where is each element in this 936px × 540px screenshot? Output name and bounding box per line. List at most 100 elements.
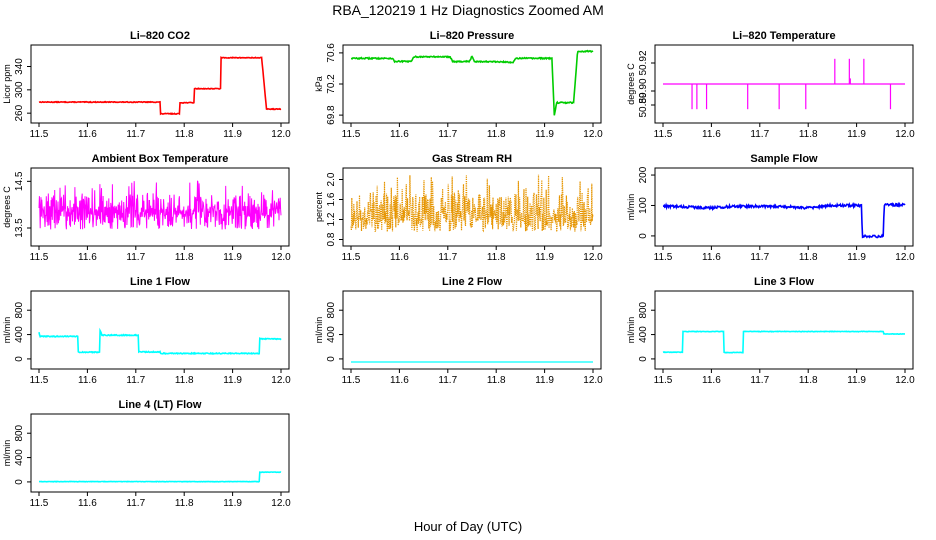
plot-frame <box>30 44 290 124</box>
x-tick-label: 11.9 <box>535 375 554 386</box>
x-tick-label: 11.6 <box>390 252 409 263</box>
y-tick-label: 50.90 <box>638 78 649 103</box>
x-tick-label: 11.8 <box>799 129 818 140</box>
line-2-flow-panel: Line 2 Flow ml/min 11.5 11.6 11.7 11.8 11.9 12.… <box>314 276 603 386</box>
x-tick-label: 11.9 <box>847 129 866 140</box>
x-tick-label: 11.9 <box>535 252 554 263</box>
plot-frame <box>30 167 290 247</box>
x-tick-label: 11.9 <box>223 498 242 509</box>
x-tick-label: 12.0 <box>583 252 603 263</box>
x-tick-label: 11.8 <box>175 498 194 509</box>
y-tick-label: 400 <box>638 326 649 343</box>
x-tick-label: 11.5 <box>30 129 49 140</box>
x-tick-label: 11.6 <box>702 129 721 140</box>
y-tick-label: 14.5 <box>14 171 25 191</box>
y-tick-label: 2.0 <box>326 172 337 186</box>
y-tick-label: 50.89 <box>638 92 649 117</box>
panel-title: Line 2 Flow <box>442 276 502 288</box>
x-tick-label: 11.7 <box>750 252 769 263</box>
x-tick-label: 12.0 <box>895 375 915 386</box>
li820-co2-panel: Li–820 CO2 Licor ppm 11.5 11.6 11.7 11.8 11.9 1… <box>2 30 291 140</box>
x-tick-label: 11.5 <box>342 129 361 140</box>
x-tick-label: 11.9 <box>535 129 554 140</box>
panel-title: Line 1 Flow <box>130 276 190 288</box>
series-line <box>662 330 905 354</box>
panel-title: Gas Stream RH <box>432 153 512 165</box>
panel-title: Line 3 Flow <box>754 276 814 288</box>
x-tick-label: 11.8 <box>175 252 194 263</box>
y-tick-label: 70.2 <box>326 74 337 94</box>
y-tick-label: 300 <box>14 81 25 98</box>
panel-title: Li–820 Temperature <box>732 30 835 42</box>
y-tick-label: 800 <box>14 424 25 441</box>
x-axis-label: Hour of Day (UTC) <box>414 519 522 534</box>
line-1-flow-panel: Line 1 Flow ml/min 11.5 11.6 11.7 11.8 11.9 12.… <box>2 276 291 386</box>
y-tick-label: 800 <box>326 301 337 318</box>
panel-title: Line 4 (LT) Flow <box>119 399 202 411</box>
x-tick-label: 11.8 <box>487 252 506 263</box>
x-tick-label: 12.0 <box>271 252 291 263</box>
x-tick-label: 11.6 <box>702 375 721 386</box>
y-tick-label: 13.5 <box>14 218 25 238</box>
x-tick-label: 11.6 <box>78 498 97 509</box>
y-tick-label: 0 <box>14 479 25 485</box>
series-line <box>350 174 594 233</box>
plot-frame <box>342 167 602 247</box>
y-axis-label: degrees C <box>2 186 12 228</box>
figure-title: RBA_120219 1 Hz Diagnostics Zoomed AM <box>332 2 604 18</box>
x-tick-label: 11.6 <box>78 129 97 140</box>
x-tick-label: 11.8 <box>799 375 818 386</box>
y-axis-label: ml/min <box>626 317 636 344</box>
y-tick-label: 800 <box>14 301 25 318</box>
y-axis-label: percent <box>314 191 324 222</box>
x-tick-label: 11.9 <box>223 129 242 140</box>
y-tick-label: 0 <box>638 356 649 362</box>
ambient-box-temperature-panel: Ambient Box Temperature degrees C 11.5 11.6… <box>2 153 291 263</box>
series-line <box>38 56 282 116</box>
x-tick-label: 11.5 <box>342 252 361 263</box>
series-line <box>351 49 594 116</box>
x-tick-label: 12.0 <box>271 375 291 386</box>
y-axis-label: ml/min <box>626 194 636 221</box>
x-tick-label: 11.9 <box>847 375 866 386</box>
x-tick-label: 11.6 <box>78 375 97 386</box>
x-tick-label: 12.0 <box>583 375 603 386</box>
x-tick-label: 11.6 <box>390 375 409 386</box>
y-tick-label: 1.2 <box>326 212 337 226</box>
y-axis-label: Licor ppm <box>2 64 12 104</box>
li820-pressure-panel: Li–820 Pressure kPa 11.5 11.6 11.7 11.8 11.9 12… <box>314 30 603 140</box>
series-line <box>38 180 282 230</box>
x-tick-label: 11.8 <box>487 375 506 386</box>
panel-title: Li–820 CO2 <box>130 30 190 42</box>
y-tick-label: 340 <box>14 58 25 75</box>
x-tick-label: 11.5 <box>30 375 49 386</box>
panel-title: Li–820 Pressure <box>430 30 514 42</box>
x-tick-label: 11.5 <box>342 375 361 386</box>
y-tick-label: 800 <box>638 301 649 318</box>
plot-frame <box>654 167 914 247</box>
gas-stream-rh-panel: Gas Stream RH percent 11.5 11.6 11.7 11.8 11.9… <box>314 153 603 263</box>
x-tick-label: 12.0 <box>895 129 915 140</box>
x-tick-label: 11.5 <box>30 252 49 263</box>
y-tick-label: 0 <box>14 356 25 362</box>
x-tick-label: 12.0 <box>895 252 915 263</box>
panel-title: Ambient Box Temperature <box>92 153 229 165</box>
sample-flow-panel: Sample Flow ml/min 11.5 11.6 11.7 11.8 11.9 12.… <box>626 153 915 263</box>
y-axis-label: ml/min <box>2 317 12 344</box>
y-tick-label: 69.8 <box>326 105 337 125</box>
y-tick-label: 400 <box>14 449 25 466</box>
plot-frame <box>30 290 290 370</box>
x-tick-label: 12.0 <box>271 129 291 140</box>
x-tick-label: 11.8 <box>175 129 194 140</box>
x-tick-label: 11.7 <box>126 252 145 263</box>
x-tick-label: 11.9 <box>223 375 242 386</box>
chart-panels: Li–820 CO2 Licor ppm 11.5 11.6 11.7 11.8 11.9 1… <box>2 30 915 509</box>
y-tick-label: 0.8 <box>326 232 337 246</box>
y-tick-label: 200 <box>638 166 649 183</box>
plot-frame <box>654 290 914 370</box>
x-tick-label: 11.6 <box>78 252 97 263</box>
y-tick-label: 400 <box>14 326 25 343</box>
y-axis-label: ml/min <box>2 440 12 467</box>
plot-frame <box>654 44 914 124</box>
y-axis-label: kPa <box>314 76 324 92</box>
